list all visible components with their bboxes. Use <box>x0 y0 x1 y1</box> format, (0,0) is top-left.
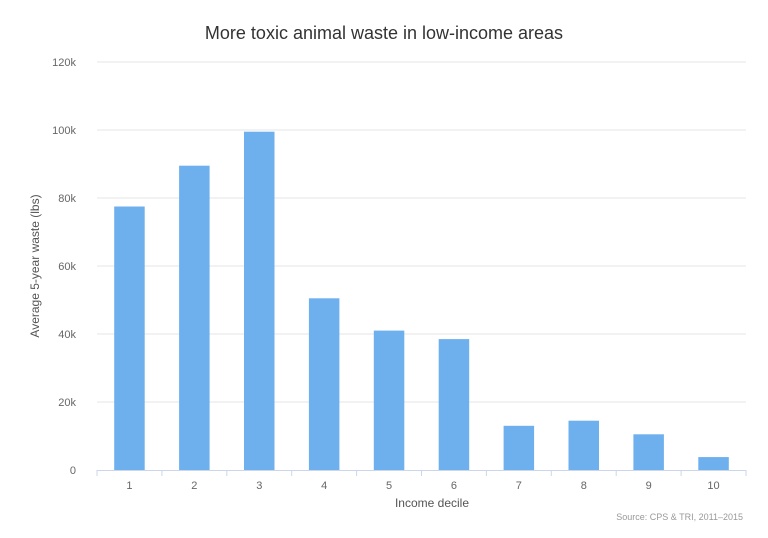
x-tick-label: 7 <box>516 480 522 492</box>
bar-decile-4 <box>308 298 340 470</box>
x-tick-label: 1 <box>126 480 132 492</box>
x-tick-label: 8 <box>581 480 587 492</box>
bar-decile-6 <box>438 339 470 470</box>
x-tick-label: 4 <box>321 480 327 492</box>
bar-decile-8 <box>568 420 600 470</box>
y-axis-ticks: 0 20k 40k 60k 80k 100k 120k <box>52 57 76 477</box>
bar-decile-5 <box>373 330 405 470</box>
bar-decile-1 <box>114 206 145 470</box>
y-tick-label: 60k <box>58 261 76 273</box>
bar-decile-3 <box>243 131 275 470</box>
y-tick-label: 120k <box>52 57 76 69</box>
bar-decile-2 <box>179 165 210 470</box>
x-axis-label: Income decile <box>395 496 469 510</box>
source-credit: Source: CPS & TRI, 2011–2015 <box>616 512 743 522</box>
y-tick-label: 100k <box>52 125 76 137</box>
y-axis-label: Average 5-year waste (lbs) <box>28 194 42 337</box>
x-tick-label: 9 <box>646 480 652 492</box>
y-tick-label: 20k <box>58 397 76 409</box>
bar-decile-9 <box>633 434 664 470</box>
x-tick-label: 10 <box>707 480 719 492</box>
x-tick-label: 3 <box>256 480 262 492</box>
x-tick-label: 2 <box>191 480 197 492</box>
bar-decile-7 <box>503 425 535 470</box>
bars <box>114 131 729 470</box>
y-tick-label: 0 <box>70 465 76 477</box>
y-tick-label: 40k <box>58 329 76 341</box>
x-tick-label: 6 <box>451 480 457 492</box>
y-tick-label: 80k <box>58 193 76 205</box>
x-tick-label: 5 <box>386 480 392 492</box>
x-axis-ticks: 1 2 3 4 5 6 7 8 9 10 <box>96 470 747 492</box>
chart-title: More toxic animal waste in low-income ar… <box>205 23 563 43</box>
bar-decile-10 <box>698 457 729 470</box>
